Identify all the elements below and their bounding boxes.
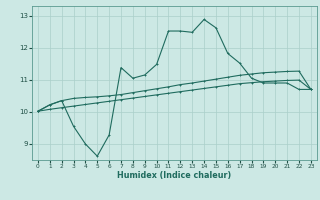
X-axis label: Humidex (Indice chaleur): Humidex (Indice chaleur) <box>117 171 232 180</box>
